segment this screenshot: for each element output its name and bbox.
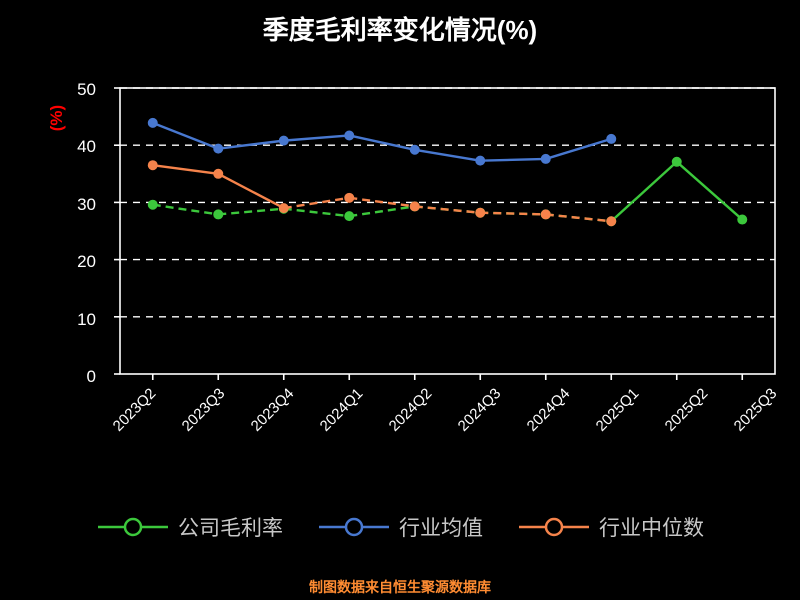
y-tick-40: 40: [77, 137, 96, 156]
legend-marker-industry-mean: [319, 517, 389, 537]
legend-item-industry-median[interactable]: 行业中位数: [517, 512, 704, 542]
y-tick-30: 30: [77, 195, 96, 214]
legend-label-company: 公司毛利率: [178, 517, 283, 540]
y-tick-10: 10: [77, 310, 96, 329]
y-tick-20: 20: [77, 252, 96, 271]
chart-title: 季度毛利率变化情况(%): [262, 15, 538, 45]
source-note: 制图数据来自恒生聚源数据库: [309, 579, 491, 595]
legend-marker-company: [98, 517, 168, 537]
y-tick-0: 0: [86, 367, 96, 386]
legend-item-industry-mean[interactable]: 行业均值: [317, 512, 483, 542]
legend-label-industry-mean: 行业均值: [399, 517, 483, 540]
y-tick-50: 50: [77, 80, 96, 99]
legend: 公司毛利率 行业均值 行业中位数: [0, 512, 800, 542]
legend-item-company[interactable]: 公司毛利率: [96, 512, 283, 542]
legend-marker-industry-median: [519, 517, 589, 537]
legend-label-industry-median: 行业中位数: [599, 517, 704, 540]
